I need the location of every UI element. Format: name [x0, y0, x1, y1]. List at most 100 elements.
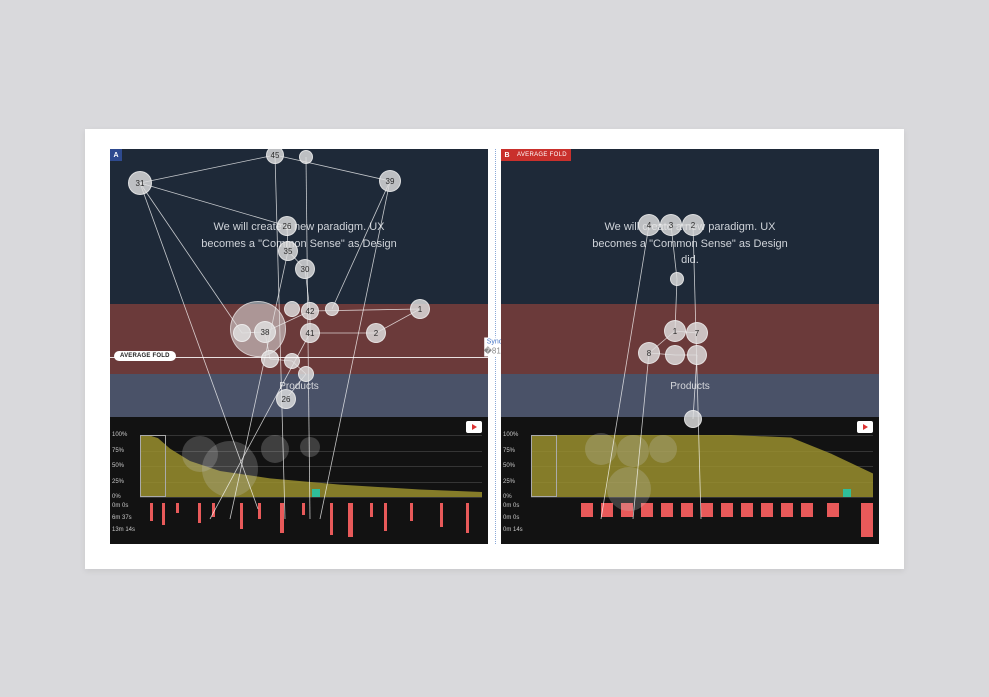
comparison-card: A We will create a new paradigm. UX beco… [85, 129, 904, 569]
timeline-bar [681, 503, 693, 517]
gaze-node[interactable]: 2 [366, 323, 386, 343]
gaze-ghost [585, 433, 617, 465]
timeline-bar [258, 503, 261, 519]
gaze-node[interactable] [298, 366, 314, 382]
products-label-b: Products [501, 381, 879, 392]
timeline-bar [581, 503, 593, 517]
gaze-node[interactable] [284, 353, 300, 369]
avg-fold-badge-a: AVERAGE FOLD [114, 351, 176, 361]
gaze-ghost [649, 435, 677, 463]
timeline-bar [198, 503, 201, 523]
timeline-bar [240, 503, 243, 529]
timeline-b[interactable] [531, 503, 873, 537]
timeline-bar [176, 503, 179, 513]
gaze-node[interactable] [325, 302, 339, 316]
engagement-ytick: 25% [503, 479, 515, 485]
timeline-bar [466, 503, 469, 533]
engagement-ytick: 0% [503, 494, 512, 500]
gaze-node[interactable]: 1 [410, 299, 430, 319]
timeline-bar [827, 503, 839, 517]
panel-a-tag: A [110, 149, 122, 161]
playhead-marker-a[interactable] [312, 489, 320, 497]
timeline-label: 13m 14s [112, 527, 135, 533]
engagement-ytick: 100% [112, 432, 127, 438]
playhead-marker-b[interactable] [843, 489, 851, 497]
panel-b-tag: B [501, 149, 513, 161]
engagement-viewport-b[interactable] [531, 435, 557, 497]
timeline-bar [440, 503, 443, 527]
engagement-viewport-a[interactable] [140, 435, 166, 497]
timeline-label: 6m 37s [112, 515, 132, 521]
timeline-bar [781, 503, 793, 517]
gaze-node[interactable] [684, 410, 702, 428]
gaze-node[interactable]: 31 [128, 171, 152, 195]
gaze-node[interactable]: 35 [278, 241, 298, 261]
timeline-bar [701, 503, 713, 517]
gaze-node[interactable] [261, 350, 279, 368]
chart-area-a: 100% 75% 50% 25% 0% 0m 0s 6m 37s 13m 14s [110, 417, 488, 544]
gaze-node[interactable]: 3 [660, 214, 682, 236]
timeline-bar [212, 503, 215, 517]
engagement-ytick: 100% [503, 432, 518, 438]
timeline-label: 0m 0s [503, 515, 519, 521]
gaze-node[interactable] [233, 324, 251, 342]
timeline-bar [721, 503, 733, 517]
gaze-node[interactable] [665, 345, 685, 365]
gaze-node[interactable]: 26 [277, 216, 297, 236]
panel-b: B AVERAGE FOLD We will create a new para… [501, 149, 879, 544]
engagement-ytick: 75% [503, 448, 515, 454]
play-button-b[interactable] [857, 421, 873, 433]
timeline-bar [370, 503, 373, 517]
engagement-ytick: 50% [503, 463, 515, 469]
gaze-node[interactable]: 7 [686, 322, 708, 344]
gaze-node[interactable]: 2 [682, 214, 704, 236]
gaze-node[interactable] [670, 272, 684, 286]
gaze-node[interactable]: 38 [254, 321, 276, 343]
gaze-node[interactable]: 39 [379, 170, 401, 192]
timeline-bar [410, 503, 413, 521]
timeline-bar [741, 503, 753, 517]
engagement-ytick: 75% [112, 448, 124, 454]
gaze-node[interactable] [299, 150, 313, 164]
gaze-node[interactable]: 30 [295, 259, 315, 279]
timeline-bar [601, 503, 613, 517]
timeline-label: 0m 14s [503, 527, 523, 533]
gaze-node[interactable]: 42 [301, 302, 319, 320]
products-label-a: Products [110, 381, 488, 392]
timeline-bar [384, 503, 387, 531]
gaze-node[interactable]: 26 [276, 389, 296, 409]
gaze-ghost [617, 435, 649, 467]
timeline-bar [162, 503, 165, 525]
timeline-bar [661, 503, 673, 517]
gaze-node[interactable] [284, 301, 300, 317]
timeline-bar [150, 503, 153, 521]
gaze-node[interactable]: 41 [300, 323, 320, 343]
panel-a: A We will create a new paradigm. UX beco… [110, 149, 488, 544]
timeline-bar [302, 503, 305, 515]
gaze-node[interactable]: 1 [664, 320, 686, 342]
timeline-bar [330, 503, 333, 535]
engagement-chart-b[interactable] [531, 435, 873, 497]
gaze-ghost [261, 435, 289, 463]
timeline-bar [801, 503, 813, 517]
timeline-a[interactable] [140, 503, 482, 537]
play-button-a[interactable] [466, 421, 482, 433]
gaze-node[interactable] [687, 345, 707, 365]
timeline-label: 0m 0s [503, 503, 519, 509]
gaze-node[interactable]: 8 [638, 342, 660, 364]
sync-divider: Sync �819 [488, 149, 501, 544]
engagement-ytick: 0% [112, 494, 121, 500]
chart-area-b: 100% 75% 50% 25% 0% 0m 0s 0m 0s 0m 14s [501, 417, 879, 544]
timeline-label: 0m 0s [112, 503, 128, 509]
hero-text-a: We will create a new paradigm. UX become… [110, 219, 488, 252]
timeline-bar [861, 503, 873, 537]
timeline-bar [761, 503, 773, 517]
gaze-ghost [300, 437, 320, 457]
engagement-ytick: 25% [112, 479, 124, 485]
timeline-bar [348, 503, 353, 537]
gaze-node[interactable]: 4 [638, 214, 660, 236]
engagement-ytick: 50% [112, 463, 124, 469]
gaze-ghost [607, 467, 651, 511]
timeline-bar [280, 503, 284, 533]
avg-fold-badge-b: AVERAGE FOLD [513, 149, 571, 161]
